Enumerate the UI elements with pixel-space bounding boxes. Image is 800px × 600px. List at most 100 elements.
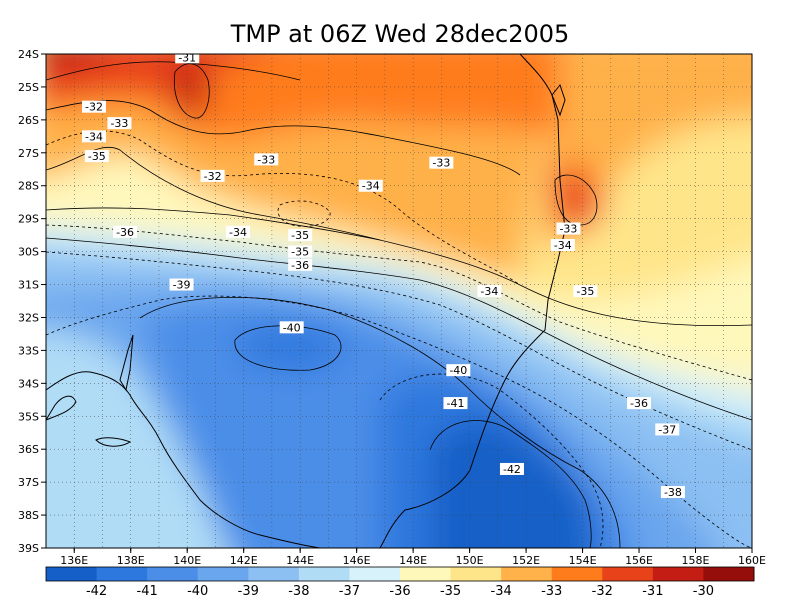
y-tick-label: 33S [18,344,39,357]
colorbar-label: -34 [491,584,512,599]
contour-label-bg [82,100,107,113]
x-tick-label: 142E [230,554,258,567]
contour-label: -35 [576,285,594,298]
y-tick-label: 35S [18,410,39,423]
contour-line [554,174,598,226]
contour-label: -42 [503,463,521,476]
contour-label-bg [107,117,132,130]
y-tick-label: 30S [18,246,39,259]
contour-label: -33 [432,157,450,170]
contour-label-bg [550,239,575,252]
y-tick-label: 24S [18,48,39,61]
colorbar-label: -30 [693,584,714,599]
contour-label: -34 [554,239,572,252]
contour-label: -34 [85,130,103,143]
contour-line [234,325,342,371]
coastline-gulf [119,334,134,392]
contour-label-bg [279,321,304,334]
y-tick-label: 31S [18,279,39,292]
colorbar-swatch [400,567,452,581]
contour-label-bg [84,150,109,163]
temperature-band [46,54,103,70]
colorbar-label: -39 [238,584,259,599]
x-tick-label: 146E [343,554,371,567]
x-tick-label: 152E [512,554,540,567]
colorbar-swatch [298,567,350,581]
temperature-band [430,420,592,548]
x-tick-label: 158E [682,554,710,567]
contour-label-bg [288,258,313,271]
contour-label: -36 [630,397,648,410]
colorbar-frame [45,566,755,582]
contour-label: -41 [446,397,464,410]
y-tick-label: 29S [18,213,39,226]
colorbar-swatch [46,567,98,581]
colorbar-swatch [96,567,148,581]
y-tick-label: 34S [18,377,39,390]
contour-label: -34 [362,180,380,193]
contour-label-bg [226,225,251,238]
contour-label-bg [82,130,107,143]
contour-line [46,237,752,421]
y-tick-label: 38S [18,509,39,522]
contour-label: -33 [559,223,577,236]
contour-label: -40 [283,321,301,334]
contour-line [46,61,301,81]
contour-label-bg [288,229,313,242]
contour-label: -37 [658,423,676,436]
colorbar-label: -42 [86,584,107,599]
coastline-bay [551,83,566,117]
contour-label-bg [573,285,598,298]
coastline-south [46,371,321,548]
contour-label: -36 [291,259,309,272]
contour-line [139,296,621,548]
contour-label-bg [477,285,502,298]
colorbar-swatch [349,567,401,581]
contour-label-bg [358,179,383,192]
colorbar-label: -38 [288,584,309,599]
contour-label: -32 [204,170,222,183]
colorbar-swatch [551,567,603,581]
contour-label: -34 [229,226,247,239]
contour-line [173,63,210,119]
temperature-band [235,325,343,371]
contour-label-bg [556,222,581,235]
y-tick-label: 28S [18,180,39,193]
contour-label: -35 [291,229,309,242]
colorbar-label: -36 [389,584,410,599]
colorbar-label: -37 [339,584,360,599]
contour-label: -34 [480,285,498,298]
contour-label-bg [627,397,652,410]
contour-label: -32 [85,101,103,114]
axis-ticks: 136E 138E 140E 142E 144E 146E 148E 150E 152E 154E… [18,48,766,567]
colorbar-swatch [450,567,502,581]
contour-line [46,224,752,381]
contour-label-bg [169,278,194,291]
contour-label: -40 [449,364,467,377]
y-tick-label: 26S [18,114,39,127]
contour-label: -33 [110,117,128,130]
x-tick-label: 160E [738,554,766,567]
contour-label: -38 [664,486,682,499]
x-tick-label: 144E [286,554,314,567]
y-tick-label: 25S [18,81,39,94]
temperature-band [170,60,209,119]
colorbar-label: -33 [541,584,562,599]
contour-labels: -31-32-33-34-35-32-33 -33-34-36 -34 -35-35-… [82,51,685,499]
colorbar-label: -35 [440,584,461,599]
contour-label-bg [113,225,138,238]
contour-line [379,373,604,548]
x-tick-label: 138E [117,554,145,567]
contour-line [46,207,752,326]
colorbar-swatch [652,567,704,581]
colorbar-swatch [501,567,553,581]
contour-label: -33 [257,153,275,166]
x-tick-label: 148E [399,554,427,567]
colorbar-swatch [248,567,300,581]
contour-lines [46,61,752,548]
grid-lines [46,54,752,548]
contour-label-bg [499,462,524,475]
x-tick-label: 154E [569,554,597,567]
colorbar-swatch [197,567,249,581]
